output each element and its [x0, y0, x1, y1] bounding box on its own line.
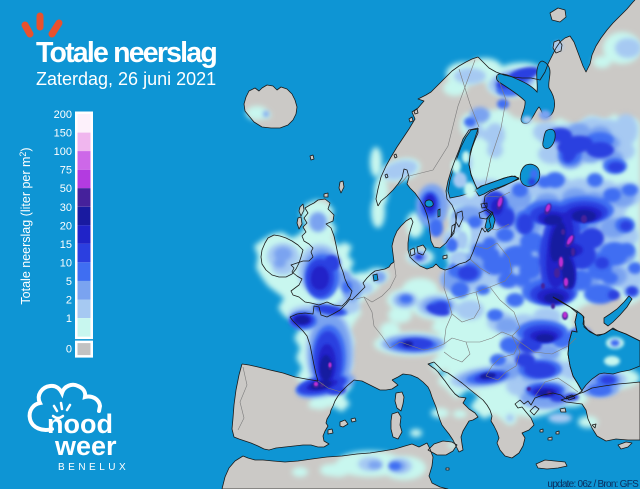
svg-text:0: 0: [66, 344, 72, 356]
svg-text:150: 150: [54, 128, 72, 140]
svg-text:2: 2: [66, 295, 72, 307]
svg-text:15: 15: [60, 239, 72, 251]
svg-text:200: 200: [54, 109, 72, 121]
svg-text:75: 75: [60, 165, 72, 177]
svg-text:Totale neerslag: Totale neerslag: [36, 37, 216, 69]
svg-text:Totale neerslag (liter per m2): Totale neerslag (liter per m2): [18, 147, 33, 304]
svg-text:30: 30: [60, 202, 72, 214]
svg-text:BENELUX: BENELUX: [58, 462, 129, 473]
svg-text:Zaterdag, 26 juni 2021: Zaterdag, 26 juni 2021: [36, 69, 216, 89]
svg-text:5: 5: [66, 276, 72, 288]
svg-text:10: 10: [60, 257, 72, 269]
svg-text:20: 20: [60, 220, 72, 232]
svg-text:1: 1: [66, 313, 72, 325]
svg-text:100: 100: [54, 146, 72, 158]
svg-text:50: 50: [60, 183, 72, 195]
svg-text:nood: nood: [47, 409, 113, 439]
svg-text:update: 06z / Bron: GFS: update: 06z / Bron: GFS: [547, 479, 639, 489]
svg-text:weer: weer: [54, 431, 117, 461]
